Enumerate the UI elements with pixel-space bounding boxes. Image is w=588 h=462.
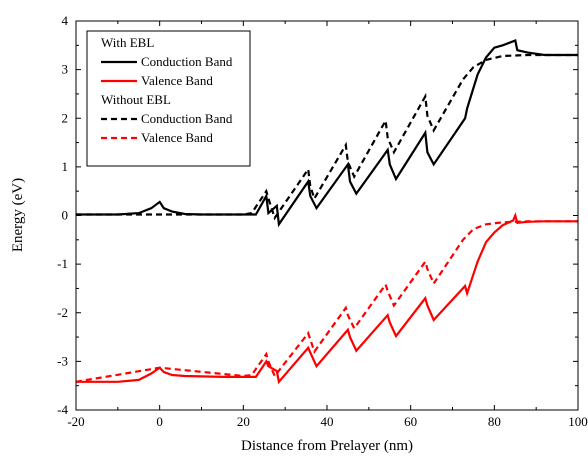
legend-group-header: With EBL bbox=[101, 35, 154, 50]
x-tick-label: 60 bbox=[404, 414, 417, 429]
legend-group-header: Without EBL bbox=[101, 92, 171, 107]
x-axis-title: Distance from Prelayer (nm) bbox=[241, 438, 413, 454]
legend: With EBL Conduction Band Valence Band Witho… bbox=[86, 30, 251, 167]
legend-entry-label: Valence Band bbox=[141, 130, 213, 145]
series-line-without-ebl-conduction-band bbox=[76, 53, 578, 221]
y-tick-label: 2 bbox=[62, 110, 69, 125]
x-tick-label: 80 bbox=[488, 414, 501, 429]
series-line-without-ebl-valence-band bbox=[75, 220, 578, 383]
series-layer bbox=[75, 39, 578, 385]
y-axis-title: Energy (eV) bbox=[10, 178, 26, 252]
ticks-layer: -20 0 20 40 60 80 100 -4 -3 -2 -1 0 1 2 3 4 bbox=[57, 13, 588, 429]
y-tick-label: 3 bbox=[62, 62, 69, 77]
legend-entry-label: Conduction Band bbox=[141, 54, 233, 69]
series-line-with-ebl-conduction-band bbox=[76, 39, 578, 228]
y-tick-label: 1 bbox=[62, 159, 69, 174]
y-tick-label: 0 bbox=[62, 208, 69, 223]
legend-entry-label: Valence Band bbox=[141, 73, 213, 88]
y-tick-label: 4 bbox=[62, 13, 69, 28]
y-tick-label: -2 bbox=[57, 305, 68, 320]
x-tick-label: 0 bbox=[156, 414, 163, 429]
x-tick-label: 100 bbox=[568, 414, 588, 429]
x-tick-label: 20 bbox=[237, 414, 250, 429]
legend-box bbox=[86, 30, 251, 167]
legend-entry-label: Conduction Band bbox=[141, 111, 233, 126]
y-tick-label: -1 bbox=[57, 256, 68, 271]
y-tick-label: -4 bbox=[57, 402, 68, 417]
x-tick-label: 40 bbox=[321, 414, 334, 429]
y-tick-label: -3 bbox=[57, 353, 68, 368]
x-tick-label: -20 bbox=[67, 414, 84, 429]
series-line-with-ebl-valence-band bbox=[76, 212, 578, 385]
